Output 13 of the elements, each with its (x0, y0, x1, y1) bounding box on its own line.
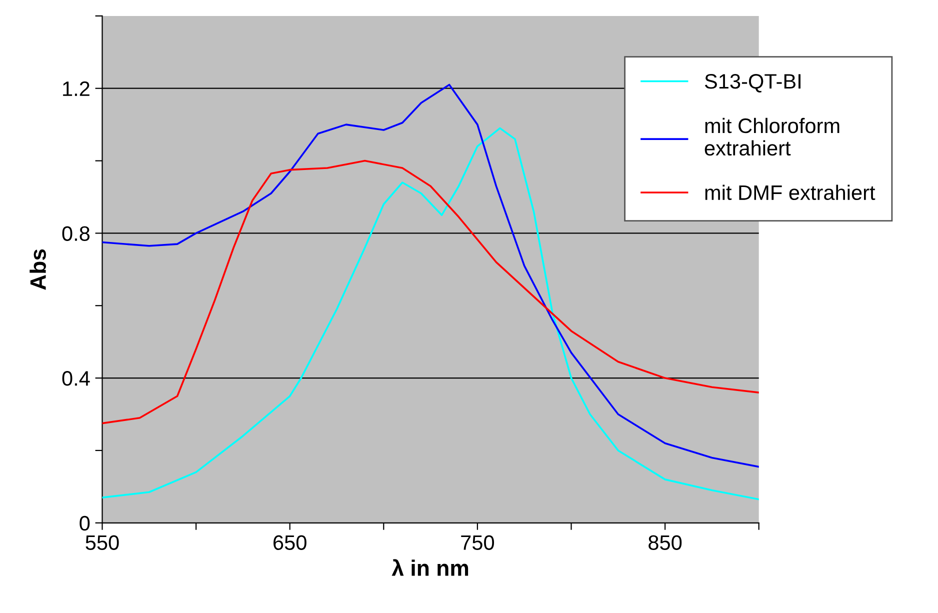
y-tick-label: 0.4 (62, 371, 90, 386)
legend-label: mit Chloroform extrahiert (704, 118, 840, 156)
y-tick-label: 1.2 (63, 81, 90, 96)
x-tick-label: 550 (86, 535, 119, 550)
legend-label: mit DMF extrahiert (705, 184, 876, 200)
x-tick-label: 650 (274, 535, 306, 550)
x-axis-title: λ in nm (392, 559, 468, 576)
legend-label: S13-QT-BI (704, 74, 800, 92)
x-tick-label: 750 (461, 535, 494, 550)
y-tick-label: 0.8 (62, 226, 90, 241)
y-axis-title: Abs (30, 249, 46, 290)
x-tick-label: 850 (648, 535, 682, 550)
y-tick-label: 0 (80, 516, 90, 531)
